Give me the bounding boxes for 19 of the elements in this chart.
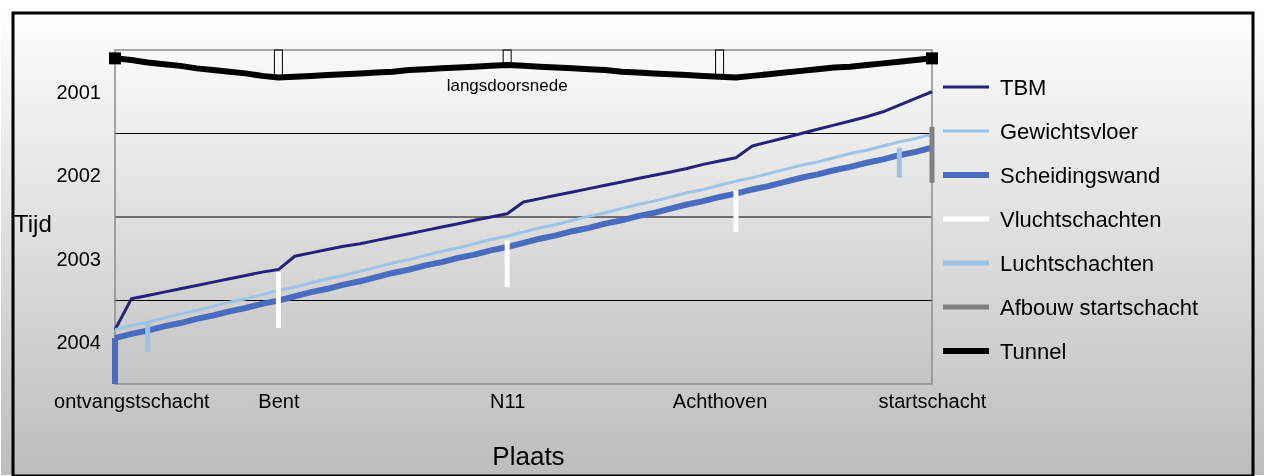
x-axis-title: Plaats [492, 441, 565, 471]
y-tick-label: 2002 [56, 164, 101, 187]
legend-label: TBM [1000, 75, 1047, 100]
x-tick-label: Bent [258, 390, 300, 413]
legend-label: Vluchtschachten [1000, 207, 1162, 232]
annotation: langsdoorsnede [446, 76, 568, 96]
legend-label: Afbouw startschacht [1000, 295, 1199, 320]
y-tick-label: 2001 [56, 80, 101, 103]
y-axis-title: Tijd [14, 210, 52, 237]
x-tick-label: ontvangstschacht [54, 390, 211, 413]
legend-label: Tunnel [1000, 339, 1067, 364]
legend-label: Scheidingswand [1000, 163, 1161, 188]
y-tick-label: 2004 [56, 331, 101, 354]
x-tick-label: N11 [490, 390, 526, 413]
x-tick-label: startschacht [878, 390, 987, 413]
legend-label: Luchtschachten [1000, 251, 1155, 276]
x-tick-label: Achthoven [672, 390, 768, 413]
legend-label: Gewichtsvloer [1000, 119, 1139, 144]
y-tick-label: 2003 [56, 247, 101, 270]
